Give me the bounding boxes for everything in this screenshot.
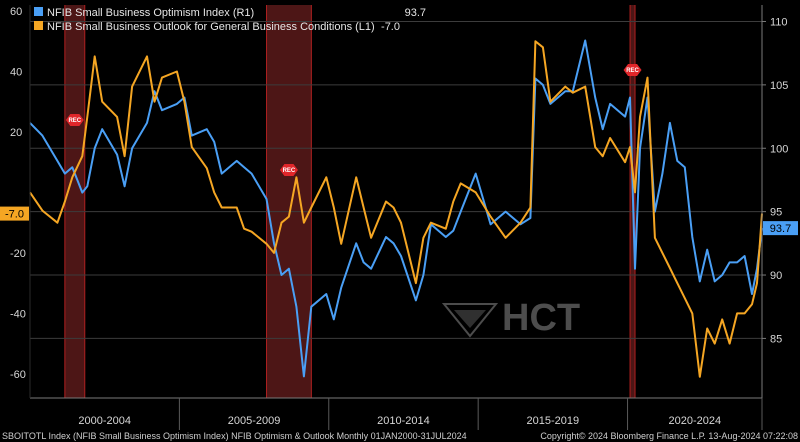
right-axis-tick-label: 100 [770, 143, 788, 155]
right-current-value: 93.7 [770, 223, 791, 235]
left-axis-tick-label: 40 [10, 67, 22, 79]
series-line-optimism-index [29, 39, 763, 378]
x-period-label: 2020-2024 [668, 415, 721, 427]
right-axis-tick-label: 90 [770, 270, 782, 282]
legend-label: NFIB Small Business Outlook for General … [47, 21, 375, 33]
recession-marker [279, 164, 298, 176]
left-axis-tick-label: 60 [10, 6, 22, 18]
axis-ticks: 60 40 20 -20 -40 -60 110 105 100 95 90 85 -7.0 93.7 20… [0, 6, 798, 430]
recession-marker-label: REC [68, 118, 81, 124]
right-axis-tick-label: 105 [770, 80, 788, 92]
plot-frame [29, 5, 763, 399]
recession-marker-label: REC [626, 68, 639, 74]
left-current-value: -7.0 [5, 209, 24, 221]
x-period-label: 2015-2019 [527, 415, 580, 427]
left-axis-tick-label: -40 [10, 308, 26, 320]
right-current-value-badge [763, 221, 798, 236]
legend-swatch [34, 7, 43, 16]
x-period-label: 2010-2014 [377, 415, 430, 427]
series-lines [29, 39, 763, 378]
legend: NFIB Small Business Optimism Index (R1) 9… [34, 7, 426, 33]
legend-swatch [34, 21, 43, 30]
recession-band [64, 5, 85, 398]
x-period-label: 2005-2009 [228, 415, 281, 427]
watermark: HCT [441, 297, 580, 339]
watermark-text: HCT [502, 297, 580, 339]
recession-marker [65, 114, 84, 126]
legend-value: 93.7 [405, 7, 426, 19]
left-axis-tick-label: -60 [10, 369, 26, 381]
footer: SBOITOTL Index (NFIB Small Business Opti… [2, 431, 798, 441]
legend-label: NFIB Small Business Optimism Index (R1) [47, 7, 254, 19]
left-axis-tick-label: -20 [10, 248, 26, 260]
right-axis-tick-label: 110 [770, 16, 788, 28]
recession-marker-label: REC [283, 168, 296, 174]
right-axis-tick-label: 95 [770, 207, 782, 219]
footer-source: SBOITOTL Index (NFIB Small Business Opti… [2, 431, 467, 441]
recession-marker [623, 64, 642, 76]
watermark-logo-inner [454, 310, 486, 328]
series-line-business-outlook [29, 40, 763, 378]
left-axis-tick-label: 20 [10, 127, 22, 139]
watermark-logo [441, 303, 499, 338]
x-period-label: 2000-2004 [78, 415, 131, 427]
right-axis-tick-label: 85 [770, 333, 782, 345]
legend-value: -7.0 [381, 21, 400, 33]
footer-copyright: Copyright© 2024 Bloomberg Finance L.P. 1… [540, 431, 798, 441]
left-current-value-badge [0, 206, 29, 221]
recession-band [266, 5, 312, 398]
